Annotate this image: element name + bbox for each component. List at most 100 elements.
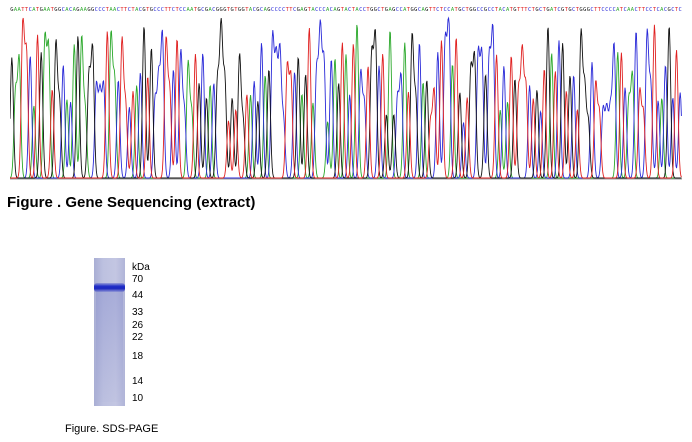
base-call-letter: C — [645, 7, 648, 13]
base-call-letter: C — [396, 7, 399, 13]
base-call-letter: T — [21, 7, 25, 13]
base-call-letter: T — [433, 7, 437, 13]
base-call-letter: A — [65, 7, 69, 13]
base-call-letter: C — [590, 7, 593, 13]
base-call-letter: C — [502, 7, 505, 13]
trace-t — [10, 17, 682, 179]
base-call-letter: G — [242, 7, 245, 13]
base-call-letter: G — [561, 7, 564, 13]
base-call-letter: A — [403, 7, 407, 13]
base-call-letter: G — [579, 7, 582, 13]
marker-label-22: 22 — [132, 332, 144, 343]
base-call-letter: C — [29, 7, 32, 13]
base-call-letter: C — [253, 7, 256, 13]
base-call-letter: C — [634, 7, 637, 13]
base-call-letter: G — [392, 7, 395, 13]
base-call-letter: T — [352, 7, 356, 13]
base-call-letter: T — [576, 7, 580, 13]
base-call-letter: C — [609, 7, 612, 13]
sds-page-figure-caption: Figure. SDS-PAGE — [65, 423, 159, 435]
base-call-letter: C — [319, 7, 322, 13]
base-call-letter: T — [146, 7, 150, 13]
base-call-letter: G — [668, 7, 671, 13]
base-call-letter: T — [25, 7, 29, 13]
sds-page-gel-lane — [94, 258, 125, 406]
marker-label-18: 18 — [132, 351, 144, 362]
base-call-letter: T — [308, 7, 312, 13]
base-call-letter: T — [168, 7, 172, 13]
base-call-letter: G — [458, 7, 461, 13]
base-call-letter: A — [326, 7, 330, 13]
base-call-letter: G — [231, 7, 234, 13]
base-call-letter: T — [234, 7, 238, 13]
base-call-letter: T — [131, 7, 135, 13]
base-call-letter: A — [14, 7, 18, 13]
base-call-letter: T — [455, 7, 459, 13]
base-call-letter: T — [366, 7, 370, 13]
base-call-letter: C — [612, 7, 615, 13]
base-call-letter: G — [546, 7, 549, 13]
base-call-letter: G — [304, 7, 307, 13]
base-call-letter: C — [572, 7, 575, 13]
base-call-letter: C — [212, 7, 215, 13]
base-call-letter: C — [679, 7, 682, 13]
base-call-letter: G — [337, 7, 340, 13]
base-call-letter: G — [425, 7, 428, 13]
marker-label-44: 44 — [132, 290, 144, 301]
base-call-letter: G — [473, 7, 476, 13]
base-call-letter: C — [330, 7, 333, 13]
marker-label-14: 14 — [132, 376, 144, 387]
base-call-letter: T — [521, 7, 525, 13]
base-call-letter: C — [671, 7, 674, 13]
base-call-letter: T — [51, 7, 55, 13]
base-call-letter: A — [499, 7, 503, 13]
base-call-letter: A — [355, 7, 359, 13]
sequencing-chromatogram — [10, 16, 682, 180]
base-call-letter: T — [565, 7, 569, 13]
marker-label-26: 26 — [132, 320, 144, 331]
base-call-letter: G — [223, 7, 226, 13]
base-call-letter: C — [322, 7, 325, 13]
base-call-letter: T — [675, 7, 679, 13]
base-call-letter: G — [76, 7, 79, 13]
base-call-letter: A — [209, 7, 213, 13]
base-call-letter: T — [517, 7, 521, 13]
base-call-letter: A — [550, 7, 554, 13]
base-call-letter: T — [594, 7, 598, 13]
base-call-letter: T — [554, 7, 558, 13]
base-call-letter: A — [344, 7, 348, 13]
base-call-letter: C — [179, 7, 182, 13]
base-call-letter: A — [249, 7, 253, 13]
base-call-letter: C — [278, 7, 281, 13]
base-call-letter: T — [106, 7, 110, 13]
base-call-letter: T — [341, 7, 345, 13]
base-call-letter: G — [587, 7, 590, 13]
base-call-letter: A — [190, 7, 194, 13]
base-call-letter: T — [598, 7, 602, 13]
base-call-letter: C — [153, 7, 156, 13]
marker-label-10: 10 — [132, 393, 144, 404]
base-call-letter: C — [139, 7, 142, 13]
base-call-letter: C — [157, 7, 160, 13]
base-call-letter: C — [491, 7, 494, 13]
base-call-letter: G — [267, 7, 270, 13]
base-call-letter: C — [271, 7, 274, 13]
base-call-letter: C — [657, 7, 660, 13]
base-call-letter: A — [113, 7, 117, 13]
base-call-letter: C — [161, 7, 164, 13]
base-call-letter: G — [297, 7, 300, 13]
base-call-letter: T — [289, 7, 293, 13]
base-call-letter: C — [528, 7, 531, 13]
sequencing-figure-caption: Figure . Gene Sequencing (extract) — [7, 194, 256, 211]
base-call-letter: G — [10, 7, 13, 13]
base-call-letter: T — [245, 7, 249, 13]
base-call-letter: T — [286, 7, 290, 13]
base-call-letter: C — [363, 7, 366, 13]
base-call-letter: G — [469, 7, 472, 13]
base-call-letter: C — [359, 7, 362, 13]
base-call-letter: C — [377, 7, 380, 13]
base-call-letter: C — [605, 7, 608, 13]
base-call-letter: A — [186, 7, 190, 13]
base-call-letter: T — [653, 7, 657, 13]
base-call-letter: C — [399, 7, 402, 13]
